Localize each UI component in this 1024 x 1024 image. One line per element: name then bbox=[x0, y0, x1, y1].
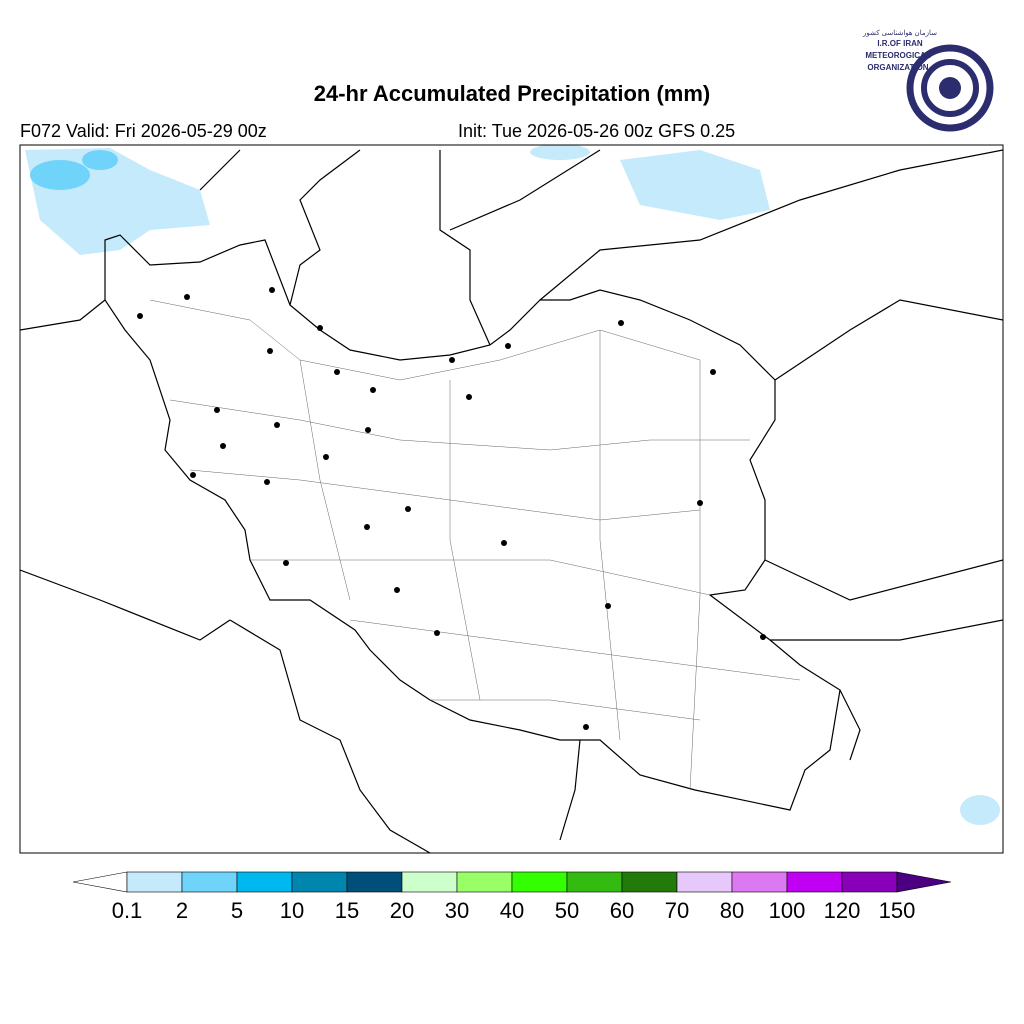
title: 24-hr Accumulated Precipitation (mm) bbox=[314, 81, 710, 106]
colorbar-label: 40 bbox=[500, 898, 524, 923]
logo-persian: سازمان هواشناسی کشور bbox=[862, 29, 937, 37]
colorbar-box bbox=[291, 871, 348, 893]
colorbar-label: 2 bbox=[176, 898, 188, 923]
init-time: Init: Tue 2026-05-26 00z GFS 0.25 bbox=[458, 121, 735, 141]
colorbar-label: 100 bbox=[769, 898, 806, 923]
colorbar-label: 70 bbox=[665, 898, 689, 923]
colorbar-box bbox=[841, 871, 898, 893]
colorbar-box bbox=[786, 871, 843, 893]
map bbox=[19, 144, 1004, 854]
colorbar-label: 15 bbox=[335, 898, 359, 923]
colorbar-box bbox=[346, 871, 403, 893]
colorbar-box bbox=[126, 871, 183, 893]
colorbar-label: 120 bbox=[824, 898, 861, 923]
colorbar-label: 10 bbox=[280, 898, 304, 923]
colorbar-label: 60 bbox=[610, 898, 634, 923]
colorbar-box bbox=[401, 871, 458, 893]
logo-text: I.R.OF IRAN bbox=[877, 39, 923, 48]
colorbar-label: 0.1 bbox=[112, 898, 143, 923]
colorbar: 0.1 2 5 10 15 20 30 40 50 60 70 80 100 120 150 bbox=[72, 871, 952, 923]
colorbar-box bbox=[676, 871, 733, 893]
colorbar-label: 20 bbox=[390, 898, 414, 923]
colorbar-label: 30 bbox=[445, 898, 469, 923]
logo-text: ORGANIZATION bbox=[867, 63, 928, 72]
colorbar-box bbox=[566, 871, 623, 893]
logo: سازمان هواشناسی کشور I.R.OF IRAN METEORO… bbox=[862, 29, 994, 132]
colorbar-box bbox=[621, 871, 678, 893]
logo-text: METEOROGICAL bbox=[865, 51, 930, 60]
colorbar-box bbox=[731, 871, 788, 893]
colorbar-label: 5 bbox=[231, 898, 243, 923]
colorbar-over bbox=[896, 871, 952, 893]
colorbar-under bbox=[72, 871, 128, 893]
colorbar-box bbox=[236, 871, 293, 893]
colorbar-box bbox=[181, 871, 238, 893]
colorbar-label: 80 bbox=[720, 898, 744, 923]
colorbar-label: 150 bbox=[879, 898, 916, 923]
colorbar-label: 50 bbox=[555, 898, 579, 923]
valid-time: F072 Valid: Fri 2026-05-29 00z bbox=[20, 121, 267, 141]
colorbar-box bbox=[511, 871, 568, 893]
colorbar-box bbox=[456, 871, 513, 893]
